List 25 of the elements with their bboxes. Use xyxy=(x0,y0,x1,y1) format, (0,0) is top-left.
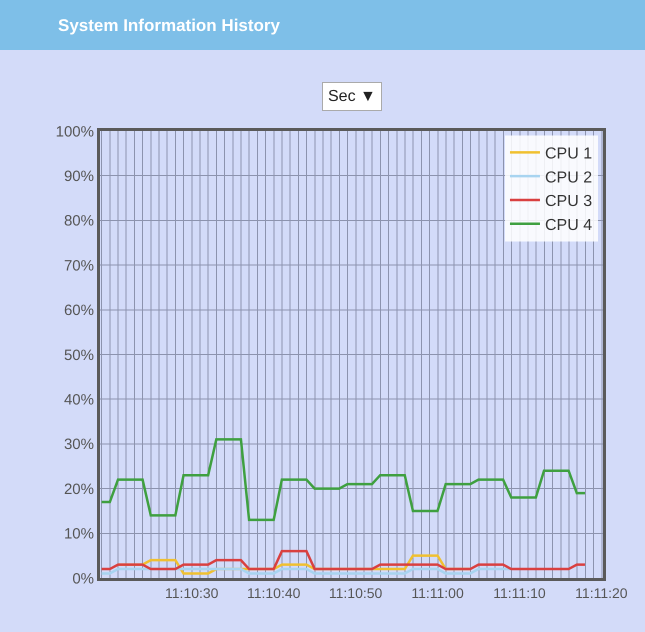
text: Sec ▼ xyxy=(328,88,376,105)
line-series xyxy=(100,438,586,522)
line-series xyxy=(100,550,586,570)
y-tick-label: 20% xyxy=(64,480,94,498)
y-tick-label: 80% xyxy=(64,212,94,230)
x-tick-label: 11:10:50 xyxy=(328,584,383,601)
y-tick-label: 100% xyxy=(56,123,94,140)
chart-title: System Information History xyxy=(58,16,281,35)
y-tick-label: 40% xyxy=(64,391,94,408)
legend-label: CPU 3 xyxy=(544,193,592,210)
x-tick-label: 11:11:20 xyxy=(575,584,628,601)
y-tick-label: 70% xyxy=(64,257,94,274)
y-tick-label: 60% xyxy=(64,302,94,320)
x-tick-label: 11:10:30 xyxy=(165,584,219,601)
y-tick-label: 30% xyxy=(64,436,94,454)
y-tick-label: 0% xyxy=(72,570,94,588)
y-tick-label: 90% xyxy=(64,168,94,185)
legend-label: CPU 4 xyxy=(544,217,592,234)
legend-label: CPU 2 xyxy=(544,169,592,186)
x-tick-label: 11:11:00 xyxy=(411,584,464,601)
y-tick-label: 50% xyxy=(64,346,94,364)
y-tick-label: 10% xyxy=(64,526,94,543)
legend-label: CPU 1 xyxy=(544,146,592,163)
x-tick-label: 11:11:10 xyxy=(493,584,546,601)
x-tick-label: 11:10:40 xyxy=(246,584,301,601)
